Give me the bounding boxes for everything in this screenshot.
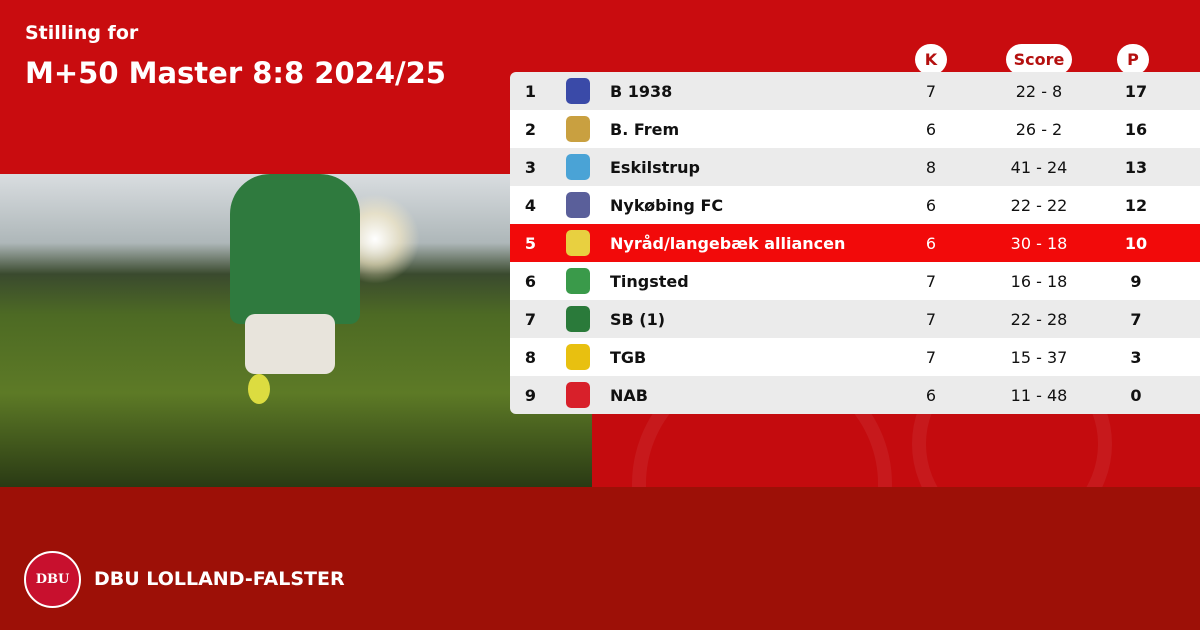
points: 3 — [1130, 347, 1142, 367]
goal-score: 22 - 8 — [1015, 81, 1063, 101]
team-logo-icon — [566, 306, 590, 332]
rank: 6 — [524, 271, 537, 291]
team-logo-icon — [566, 268, 590, 294]
goal-score: 11 - 48 — [1010, 385, 1068, 405]
rank: 5 — [524, 233, 537, 253]
rank: 1 — [524, 81, 537, 101]
goal-score: 26 - 2 — [1015, 119, 1063, 139]
points: 10 — [1124, 233, 1148, 253]
goal-score: 22 - 28 — [1010, 309, 1068, 329]
column-header-k: K — [915, 44, 947, 75]
team-name: TGB — [610, 347, 647, 367]
goal-score: 22 - 22 — [1010, 195, 1068, 215]
table-row[interactable]: 4 Nykøbing FC 6 22 - 22 12 — [510, 186, 1200, 224]
team-name: B. Frem — [610, 119, 680, 139]
page-subtitle: Stilling for — [25, 22, 139, 44]
team-logo-icon — [566, 344, 590, 370]
team-name: SB (1) — [610, 309, 666, 329]
goal-score: 15 - 37 — [1010, 347, 1068, 367]
points: 7 — [1130, 309, 1142, 329]
points: 0 — [1130, 385, 1142, 405]
matches-played: 7 — [925, 309, 937, 329]
rank: 2 — [524, 119, 537, 139]
matches-played: 6 — [925, 233, 937, 253]
page-title: M+50 Master 8:8 2024/25 — [25, 56, 446, 90]
team-name: NAB — [610, 385, 648, 405]
footer-band — [0, 487, 1200, 630]
matches-played: 6 — [925, 195, 937, 215]
column-header-p: P — [1117, 44, 1149, 75]
team-name: Nykøbing FC — [610, 195, 724, 215]
table-row[interactable]: 5 Nyråd/langebæk alliancen 6 30 - 18 10 — [510, 224, 1200, 262]
matches-played: 8 — [925, 157, 937, 177]
points: 17 — [1124, 81, 1148, 101]
standings-table: 1 B 1938 7 22 - 8 17 2 B. Frem 6 26 - 2 1… — [510, 72, 1200, 414]
table-row[interactable]: 9 NAB 6 11 - 48 0 — [510, 376, 1200, 414]
goal-score: 16 - 18 — [1010, 271, 1068, 291]
rank: 8 — [524, 347, 537, 367]
matches-played: 7 — [925, 271, 937, 291]
team-name: Nyråd/langebæk alliancen — [610, 233, 846, 253]
team-logo-icon — [566, 382, 590, 408]
points: 9 — [1130, 271, 1142, 291]
goal-score: 41 - 24 — [1010, 157, 1068, 177]
team-logo-icon — [566, 230, 590, 256]
team-logo-icon — [566, 192, 590, 218]
column-header-score: Score — [1006, 44, 1072, 75]
matches-played: 7 — [925, 347, 937, 367]
matches-played: 7 — [925, 81, 937, 101]
goal-score: 30 - 18 — [1010, 233, 1068, 253]
points: 12 — [1124, 195, 1148, 215]
matches-played: 6 — [925, 119, 937, 139]
rank: 7 — [524, 309, 537, 329]
rank: 3 — [524, 157, 537, 177]
table-row[interactable]: 7 SB (1) 7 22 - 28 7 — [510, 300, 1200, 338]
rank: 9 — [524, 385, 537, 405]
points: 16 — [1124, 119, 1148, 139]
team-logo-icon — [566, 116, 590, 142]
matches-played: 6 — [925, 385, 937, 405]
team-name: Eskilstrup — [610, 157, 700, 177]
table-row[interactable]: 2 B. Frem 6 26 - 2 16 — [510, 110, 1200, 148]
brand-name: DBU LOLLAND-FALSTER — [94, 568, 345, 590]
table-row[interactable]: 6 Tingsted 7 16 - 18 9 — [510, 262, 1200, 300]
team-name: Tingsted — [610, 271, 689, 291]
team-logo-icon — [566, 78, 590, 104]
rank: 4 — [524, 195, 537, 215]
table-row[interactable]: 8 TGB 7 15 - 37 3 — [510, 338, 1200, 376]
points: 13 — [1124, 157, 1148, 177]
table-row[interactable]: 1 B 1938 7 22 - 8 17 — [510, 72, 1200, 110]
dbu-logo: DBU — [24, 551, 81, 608]
football-photo — [0, 174, 592, 487]
team-logo-icon — [566, 154, 590, 180]
table-row[interactable]: 3 Eskilstrup 8 41 - 24 13 — [510, 148, 1200, 186]
team-name: B 1938 — [610, 81, 673, 101]
